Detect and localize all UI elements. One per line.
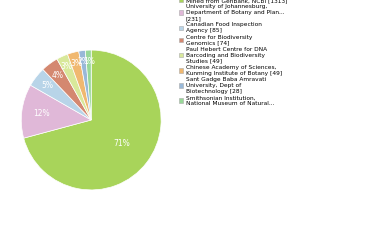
Legend: Mined from GenBank, NCBI [1313], University of Johannesburg,
Department of Botan: Mined from GenBank, NCBI [1313], Univers… [179,0,287,106]
Text: 12%: 12% [33,109,49,118]
Wedge shape [43,59,91,120]
Text: 3%: 3% [70,59,82,68]
Text: 71%: 71% [113,139,130,148]
Wedge shape [85,50,91,120]
Text: 2%: 2% [78,57,89,66]
Wedge shape [57,54,91,120]
Wedge shape [30,69,91,120]
Text: 4%: 4% [52,71,64,79]
Text: 3%: 3% [61,62,73,71]
Wedge shape [68,51,91,120]
Wedge shape [79,50,91,120]
Wedge shape [24,50,161,190]
Text: 5%: 5% [41,81,53,90]
Wedge shape [21,85,91,138]
Text: 1%: 1% [83,57,95,66]
